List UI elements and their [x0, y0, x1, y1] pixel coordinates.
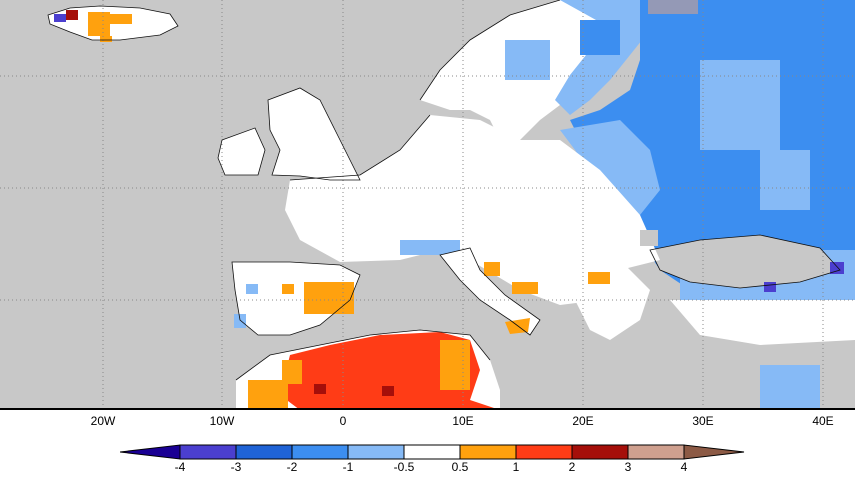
- lon-label-30e: 30E: [692, 414, 714, 428]
- legend-label-n3: -3: [230, 460, 242, 474]
- lon-label-10e: 10E: [452, 414, 474, 428]
- colorbar-segment: [459, 444, 517, 460]
- lon-label-0: 0: [339, 414, 347, 428]
- anomaly-map: [0, 0, 855, 410]
- lon-label-20w: 20W: [90, 414, 116, 428]
- north-africa-region: [236, 330, 820, 410]
- lon-label-40e: 40E: [812, 414, 834, 428]
- legend-label-3: 3: [624, 460, 632, 474]
- legend-label-2: 2: [568, 460, 576, 474]
- colorbar-segment: [571, 444, 629, 460]
- legend-label-05: 0.5: [451, 460, 469, 474]
- lon-label-10w: 10W: [209, 414, 235, 428]
- legend-label-1: 1: [512, 460, 520, 474]
- colorbar-segment: [403, 444, 461, 460]
- legend-label-n05: -0.5: [393, 460, 415, 474]
- scandinavia-region: [420, 0, 650, 140]
- graticule: [0, 0, 855, 410]
- colorbar-segment: [515, 444, 573, 460]
- legend-label-4: 4: [680, 460, 688, 474]
- colorbar-segment: [627, 444, 685, 460]
- iberia-region: [232, 262, 360, 335]
- lon-label-20e: 20E: [572, 414, 594, 428]
- legend-label-n1: -1: [342, 460, 354, 474]
- colorbar-segment-low: [120, 444, 181, 460]
- colorbar-segment-high: [683, 444, 745, 460]
- legend-label-n4: -4: [174, 460, 186, 474]
- colorbar-segment: [235, 444, 293, 460]
- legend-label-n2: -2: [286, 460, 298, 474]
- colorbar-segment: [179, 444, 237, 460]
- black-sea: [650, 235, 840, 288]
- colorbar: [120, 444, 745, 460]
- iceland-region: [48, 6, 178, 42]
- coastlines: [47, 0, 841, 381]
- colorbar-segment: [347, 444, 405, 460]
- colorbar-segment: [291, 444, 349, 460]
- british-isles-region: [218, 88, 360, 180]
- central-europe-region: [285, 115, 660, 305]
